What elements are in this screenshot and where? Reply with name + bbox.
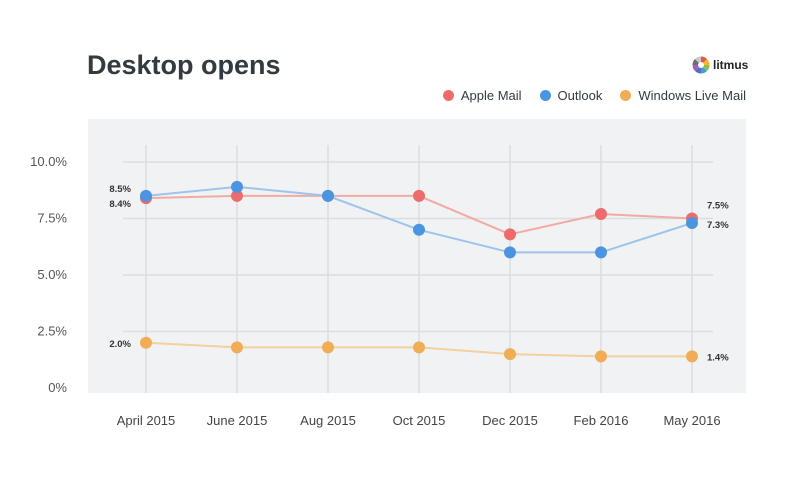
data-point — [322, 341, 334, 354]
data-point — [504, 348, 516, 361]
data-label-end: 7.3% — [707, 220, 729, 231]
data-point — [595, 246, 607, 259]
x-tick-label: June 2015 — [207, 413, 268, 428]
legend-swatch — [442, 90, 454, 101]
data-label-start: 2.0% — [109, 339, 131, 350]
chart-legend: Apple Mail Outlook Windows Live Mail — [425, 88, 746, 103]
data-point — [140, 189, 152, 202]
data-point — [231, 180, 243, 193]
x-tick-label: May 2016 — [663, 413, 720, 428]
litmus-logo-icon — [692, 56, 710, 74]
legend-label: Apple Mail — [460, 88, 522, 103]
y-tick-label: 7.5% — [37, 211, 67, 226]
data-label-start: 8.4% — [109, 199, 131, 210]
legend-item-apple-mail: Apple Mail — [442, 88, 522, 103]
data-label-end: 1.4% — [707, 352, 729, 363]
legend-item-outlook: Outlook — [539, 88, 603, 103]
data-point — [504, 228, 516, 241]
data-point — [504, 246, 516, 259]
data-point — [595, 350, 607, 363]
data-point — [231, 341, 243, 354]
data-point — [413, 341, 425, 354]
legend-swatch — [539, 90, 551, 101]
data-point — [686, 217, 698, 230]
legend-label: Windows Live Mail — [638, 88, 746, 103]
data-label-end: 7.5% — [707, 201, 729, 212]
x-tick-label: Aug 2015 — [300, 413, 356, 428]
data-point — [413, 189, 425, 202]
data-point — [413, 223, 425, 236]
x-tick-label: Dec 2015 — [482, 413, 538, 428]
x-tick-label: Feb 2016 — [574, 413, 629, 428]
data-point — [595, 207, 607, 220]
x-tick-label: Oct 2015 — [393, 413, 446, 428]
logo-text: litmus — [713, 58, 749, 72]
data-point — [140, 336, 152, 349]
x-tick-label: April 2015 — [117, 413, 176, 428]
legend-item-windows-live-mail: Windows Live Mail — [620, 88, 746, 103]
y-tick-label: 2.5% — [37, 324, 67, 339]
y-tick-label: 0% — [48, 380, 67, 395]
data-label-start: 8.5% — [109, 184, 131, 195]
y-tick-label: 10.0% — [30, 154, 67, 169]
chart-title: Desktop opens — [87, 50, 281, 80]
litmus-logo: litmus — [692, 54, 748, 76]
data-point — [322, 189, 334, 202]
y-tick-label: 5.0% — [37, 267, 67, 282]
data-point — [231, 189, 243, 202]
legend-label: Outlook — [557, 88, 603, 103]
legend-swatch — [620, 90, 632, 101]
data-point — [686, 350, 698, 363]
